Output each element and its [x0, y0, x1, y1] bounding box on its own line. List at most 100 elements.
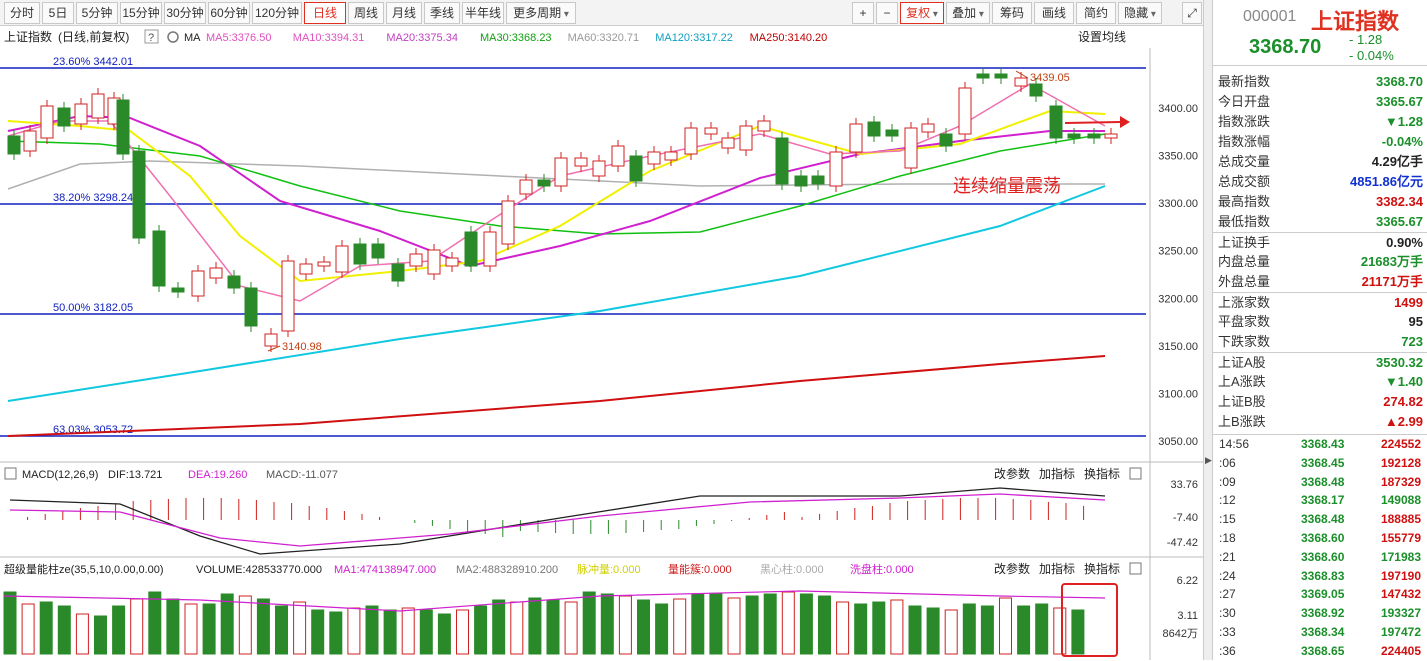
tick-t: :33 [1219, 624, 1236, 639]
toolbar-right-btn-6[interactable]: 简约 [1076, 2, 1116, 24]
y-tick-0: 3400.00 [1158, 103, 1198, 115]
period-tab-0[interactable]: 分时 [4, 2, 40, 24]
toolbar-right-btn-4[interactable]: 筹码 [992, 2, 1032, 24]
candle-59 [1067, 133, 1081, 139]
toolbar-right-btn-0[interactable]: + [852, 2, 874, 24]
vol-bar-58 [1053, 607, 1067, 655]
tick-row: 14:56 3368.43 224552 [1213, 435, 1427, 454]
collapse-arrow-icon[interactable]: ▶ [1205, 455, 1212, 465]
macd-close-icon[interactable] [1129, 467, 1142, 480]
stat-label: 最新指数 [1218, 74, 1271, 89]
period-tab-1[interactable]: 5日 [42, 2, 74, 24]
vol-bar-20 [365, 605, 379, 655]
tick-q: 224552 [1380, 437, 1421, 451]
period-tab-12[interactable]: 更多周期 [506, 2, 576, 24]
vol-bar-41 [745, 595, 759, 655]
vol-bar-57 [1035, 603, 1049, 655]
vol-bar-6 [112, 605, 126, 655]
period-tab-4[interactable]: 30分钟 [164, 2, 206, 24]
tick-list[interactable]: 14:56 3368.43 224552:06 3368.45 192128:09 336… [1213, 434, 1427, 661]
help-label: ? [148, 32, 154, 44]
panel-splitter[interactable]: ▶ [1203, 0, 1213, 660]
candle-5 [91, 93, 105, 119]
ma250-line [7, 355, 1106, 437]
stat-value: 1499 [1394, 295, 1423, 310]
stock-name: 上证指数 [1311, 9, 1400, 34]
candle-61 [1104, 133, 1118, 139]
tick-t: :15 [1219, 512, 1236, 527]
stat-row: 上证换手 0.90% [1213, 232, 1427, 252]
stat-row: 总成交额 4851.86亿元 [1213, 172, 1427, 192]
tick-row: :21 3368.60 171983 [1213, 548, 1427, 567]
vol-bar-3 [57, 605, 71, 655]
candle-30 [537, 179, 551, 187]
period-tab-9[interactable]: 月线 [386, 2, 422, 24]
toolbar-right-btn-2[interactable]: 复权 [900, 2, 944, 24]
kline-chart-area[interactable]: 上证指数 (日线,前复权)? MA MA5:3376.50 MA10:3394.31 MA… [0, 26, 1203, 660]
stat-row: 最高指数 3382.34 [1213, 192, 1427, 212]
macd-dif: DIF:13.721 [108, 469, 162, 481]
help-icon[interactable] [144, 29, 159, 44]
tick-row: :24 3368.83 197190 [1213, 567, 1427, 586]
period-tab-2[interactable]: 5分钟 [76, 2, 118, 24]
period-tab-7[interactable]: 日线 [304, 2, 346, 24]
period-tab-3[interactable]: 15分钟 [120, 2, 162, 24]
expand-icon[interactable]: ⤢ [1182, 2, 1202, 24]
vol-bar-4 [75, 613, 89, 655]
candle-12 [209, 267, 223, 279]
stat-value: 21171万手 [1361, 274, 1423, 289]
vol-bar-13 [238, 595, 252, 655]
tick-row: :33 3368.34 197472 [1213, 623, 1427, 642]
gear-icon[interactable] [167, 31, 179, 43]
toolbar-right-btn-7[interactable]: 隐藏 [1118, 2, 1162, 24]
chart-subtitle: (日线,前复权) [58, 29, 129, 44]
period-tab-5[interactable]: 60分钟 [208, 2, 250, 24]
ma-legend-2: MA20:3375.34 [386, 32, 458, 44]
low-mark: 3140.98 [282, 341, 322, 353]
period-tab-6[interactable]: 120分钟 [252, 2, 302, 24]
vol-bar-11 [202, 603, 216, 655]
vol-bar-21 [383, 609, 397, 655]
ma60-line [7, 160, 1105, 190]
kline-chart[interactable]: 上证指数 (日线,前复权)? MA MA5:3376.50 MA10:3394.31 MA… [0, 26, 1203, 660]
vol-hxz: 黑心柱:0.000 [760, 562, 824, 576]
stat-value: ▼1.28 [1384, 114, 1423, 129]
vol-close-icon[interactable] [1129, 562, 1142, 575]
candle-34 [611, 145, 625, 167]
chart-title: 上证指数 [4, 29, 52, 44]
stat-value: 21683万手 [1360, 254, 1423, 269]
stat-row: 上涨家数 1499 [1213, 292, 1427, 312]
toolbar-right-btn-1[interactable]: − [876, 2, 898, 24]
vol-bar-33 [600, 593, 614, 655]
tick-p: 3368.48 [1301, 512, 1345, 527]
vol-bar-37 [673, 598, 687, 655]
tick-p: 3368.48 [1301, 474, 1345, 489]
vol-bar-10 [184, 603, 198, 655]
vol-volume: VOLUME:428533770.000 [196, 564, 322, 576]
tick-t: :09 [1219, 474, 1236, 489]
period-tab-8[interactable]: 周线 [348, 2, 384, 24]
period-tab-11[interactable]: 半年线 [462, 2, 504, 24]
ma-label: MA [184, 32, 201, 44]
stat-value: 4.29亿手 [1371, 154, 1423, 169]
candle-50 [904, 127, 918, 169]
stat-row: 下跌家数 723 [1213, 332, 1427, 352]
candle-51 [921, 123, 935, 133]
toolbar-right-btn-5[interactable]: 画线 [1034, 2, 1074, 24]
stat-row: 上证B股 274.82 [1213, 392, 1427, 412]
vol-mcl: 脉冲量:0.000 [577, 562, 641, 576]
stat-label: 外盘总量 [1218, 274, 1271, 289]
stat-row: 上B涨跌 ▲2.99 [1213, 412, 1427, 432]
annotation-arrow-icon [1065, 116, 1130, 128]
stat-row: 指数涨幅 -0.04% [1213, 132, 1427, 152]
stat-label: 下跌家数 [1218, 334, 1271, 349]
candle-1 [23, 130, 37, 152]
toolbar-right-btn-3[interactable]: 叠加 [946, 2, 990, 24]
stat-row: 指数涨跌 ▼1.28 [1213, 112, 1427, 132]
tick-t: 14:56 [1219, 437, 1250, 451]
tick-q: 155779 [1380, 530, 1421, 545]
macd-collapse-icon[interactable] [4, 467, 17, 480]
period-tab-10[interactable]: 季线 [424, 2, 460, 24]
stat-label: 总成交量 [1218, 154, 1271, 169]
